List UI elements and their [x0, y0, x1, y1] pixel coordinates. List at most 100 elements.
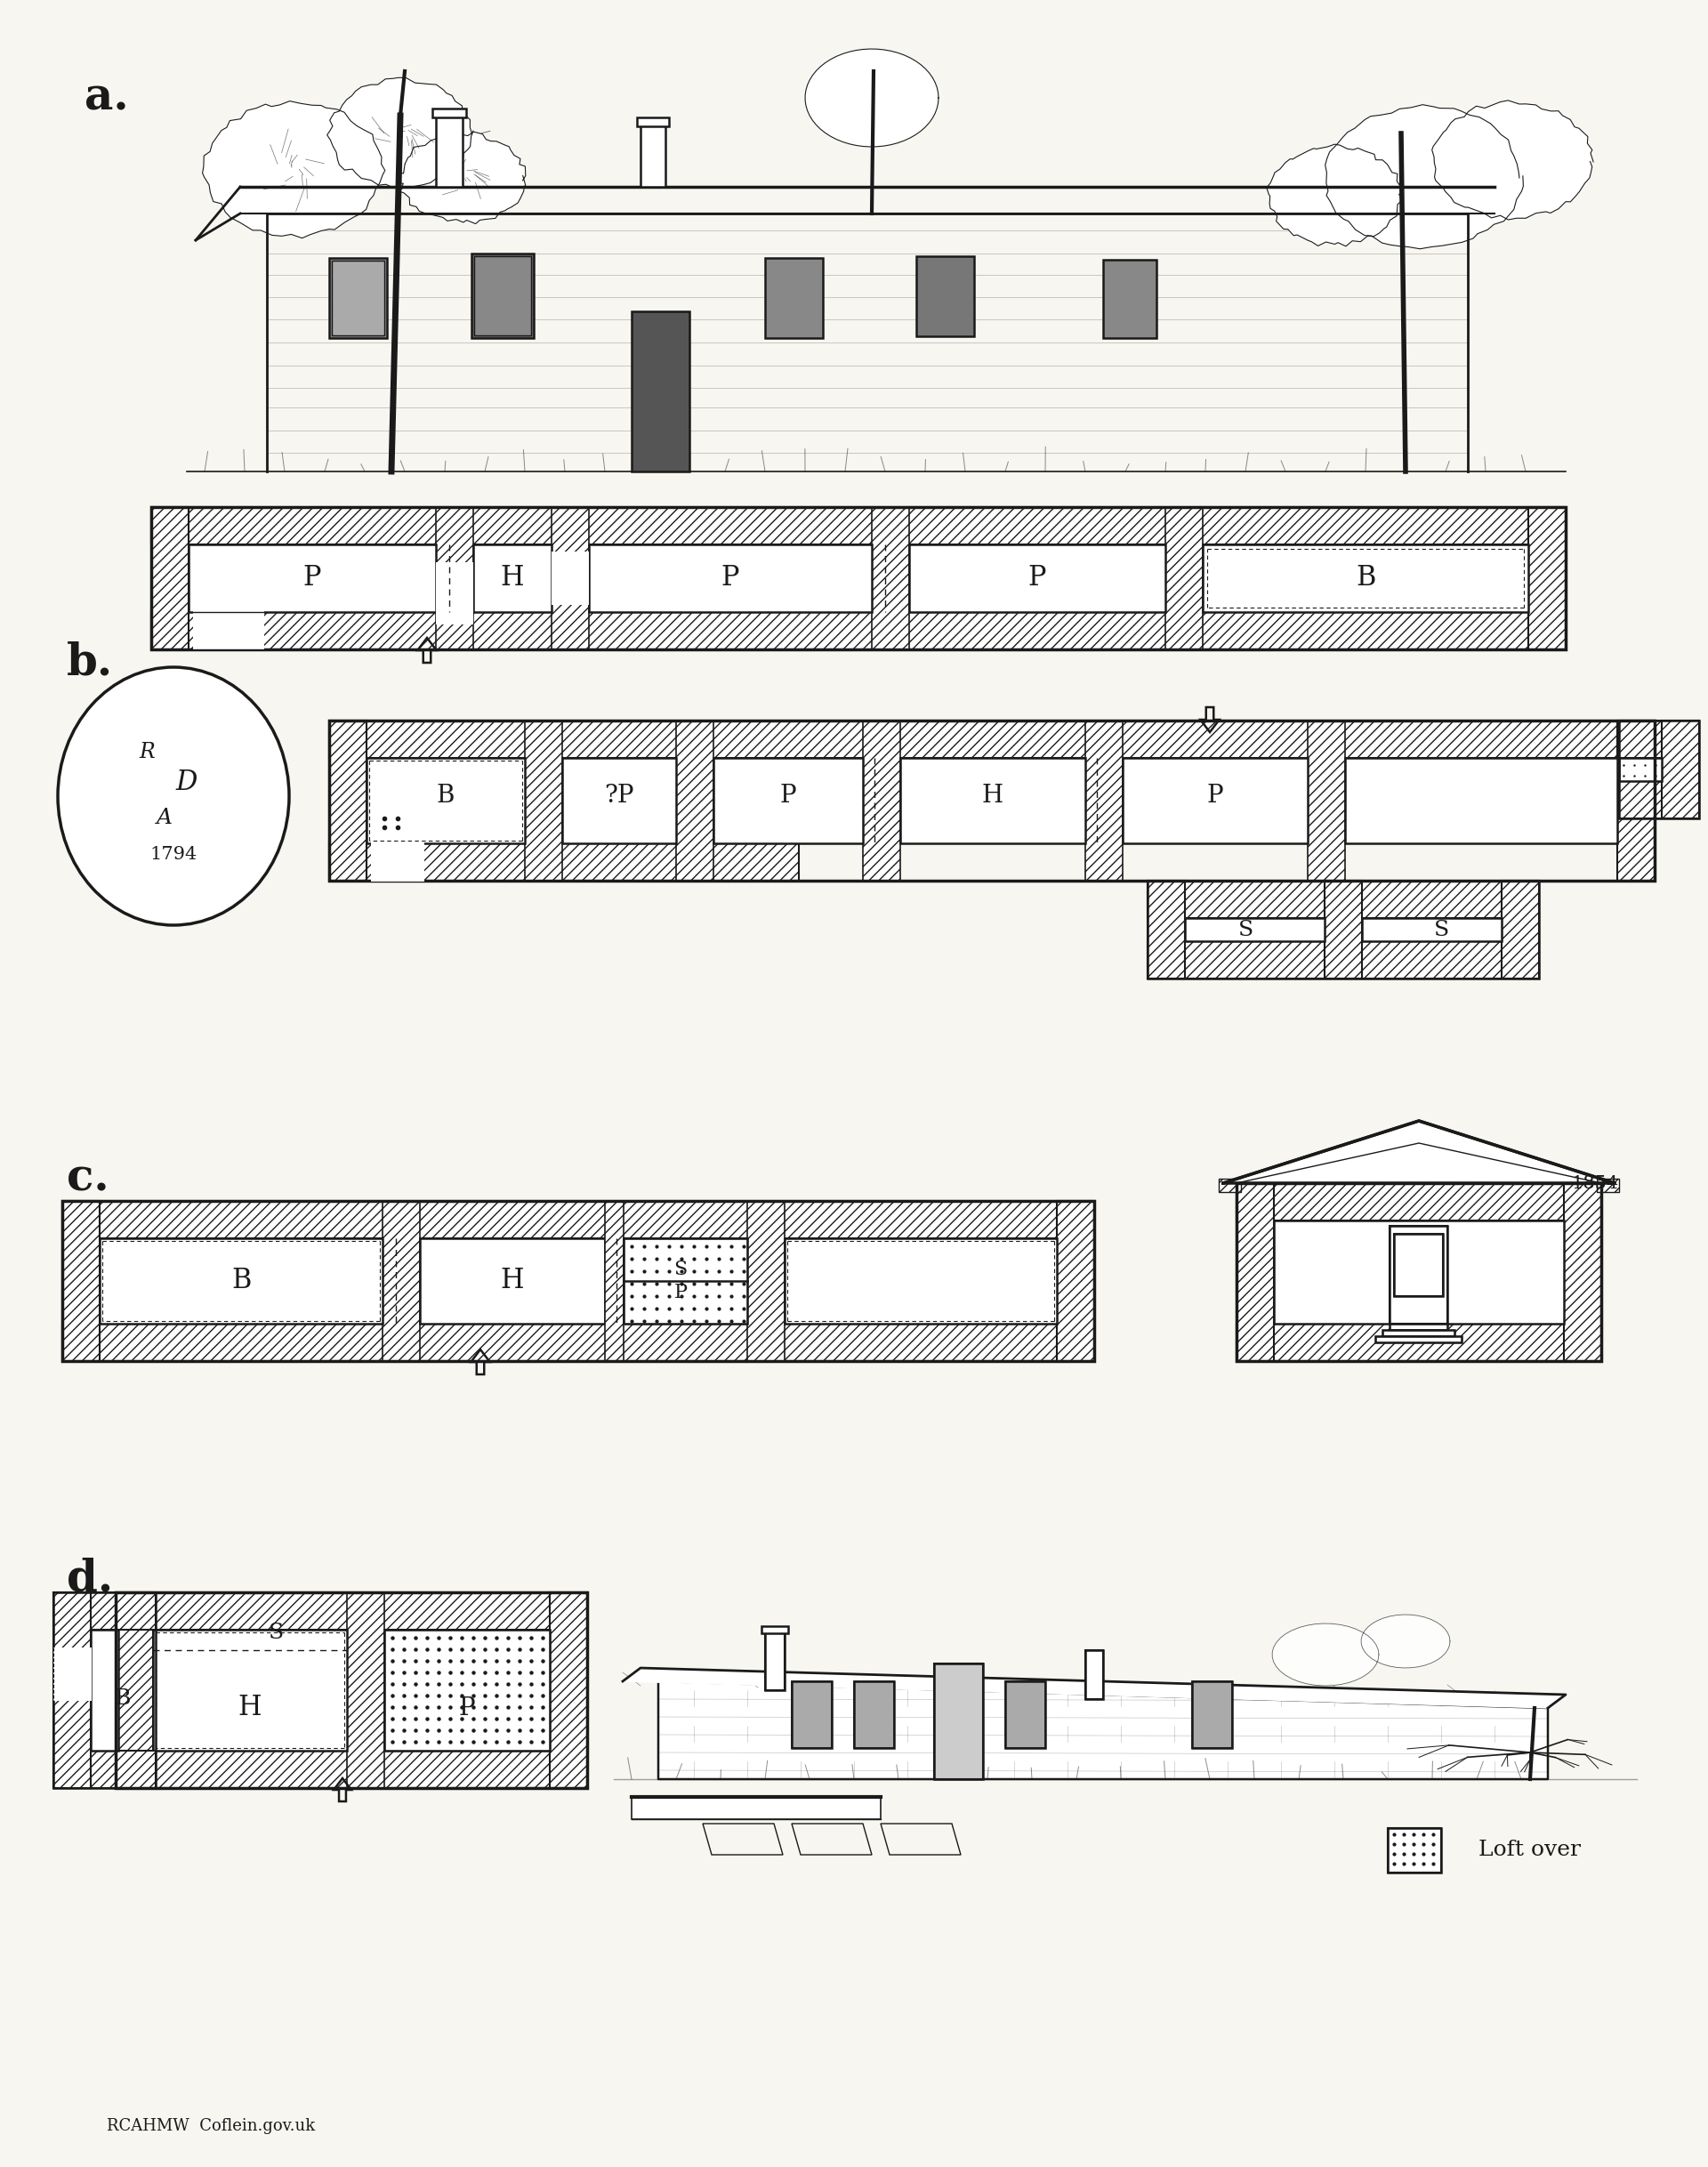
Bar [765, 1627, 784, 1690]
Bar [1237, 1324, 1602, 1361]
Bar [99, 1237, 383, 1324]
Bar [863, 722, 900, 880]
Text: A: A [157, 808, 173, 828]
Bar [623, 1237, 748, 1324]
Bar [1148, 880, 1539, 979]
Text: S: S [673, 1259, 687, 1279]
Bar [1148, 880, 1539, 919]
Bar [793, 1682, 832, 1749]
Bar [1390, 1227, 1447, 1324]
Text: RCAHMW  Coflein.gov.uk: RCAHMW Coflein.gov.uk [106, 2117, 316, 2134]
Bar [589, 544, 871, 611]
Text: b.: b. [67, 641, 113, 685]
Bar [915, 256, 974, 336]
Bar [748, 1201, 784, 1361]
Bar [53, 1751, 155, 1788]
Bar [784, 1237, 1057, 1324]
Bar [1375, 1337, 1462, 1341]
Bar [1237, 1183, 1602, 1361]
Bar [53, 1647, 92, 1701]
Text: H: H [500, 1268, 524, 1294]
Bar [53, 1593, 155, 1630]
Bar [1185, 919, 1325, 940]
Text: a.: a. [84, 76, 128, 119]
Bar [330, 722, 1655, 880]
Bar [436, 507, 473, 650]
Bar [562, 758, 676, 843]
Text: ?P: ?P [605, 784, 634, 808]
Bar [193, 611, 265, 650]
Bar [1619, 722, 1699, 819]
Bar [116, 1593, 588, 1788]
Bar [330, 722, 1655, 758]
Bar [1529, 507, 1566, 650]
Text: S: S [1238, 919, 1254, 940]
Bar [1006, 1682, 1045, 1749]
Bar [1103, 260, 1156, 338]
Bar [1619, 780, 1699, 819]
Bar [1085, 722, 1122, 880]
Text: S: S [1433, 919, 1448, 940]
Bar [1662, 722, 1699, 819]
Bar [152, 507, 188, 650]
Bar [384, 1630, 550, 1751]
Bar [330, 722, 367, 880]
Bar [1394, 1233, 1443, 1296]
Bar [1375, 1337, 1462, 1341]
Bar [371, 843, 424, 882]
Bar [793, 1682, 832, 1749]
Bar [1148, 940, 1539, 979]
Bar [1237, 1183, 1274, 1361]
Bar [900, 758, 1085, 843]
Bar [53, 1593, 91, 1788]
Polygon shape [658, 1682, 1547, 1779]
Polygon shape [1325, 104, 1524, 249]
Bar [420, 1237, 605, 1324]
Bar [1325, 880, 1361, 979]
Text: 1854: 1854 [1571, 1175, 1619, 1192]
Polygon shape [804, 50, 938, 147]
Bar [714, 758, 863, 843]
Bar [871, 507, 909, 650]
Bar [475, 256, 531, 336]
Bar [436, 115, 463, 186]
Text: R: R [138, 741, 155, 763]
Bar [854, 1682, 893, 1749]
Bar [116, 1751, 588, 1788]
Bar [765, 1627, 784, 1690]
Polygon shape [398, 132, 526, 223]
Bar [471, 254, 533, 338]
Bar [550, 1593, 588, 1788]
Bar [152, 611, 1566, 650]
Bar [1122, 758, 1308, 843]
Bar [1346, 758, 1617, 843]
Polygon shape [1272, 1623, 1378, 1686]
Bar [854, 1682, 893, 1749]
Bar [524, 722, 562, 880]
Bar [1387, 1829, 1442, 1872]
Bar [1308, 722, 1346, 880]
Polygon shape [203, 102, 384, 238]
Bar [116, 1593, 154, 1788]
Text: D: D [176, 769, 198, 797]
Bar [188, 544, 436, 611]
Bar [1220, 1179, 1242, 1192]
Bar [1274, 1220, 1565, 1324]
Bar [1006, 1682, 1045, 1749]
Text: Loft over: Loft over [1479, 1840, 1582, 1861]
Bar [1501, 880, 1539, 979]
Bar [347, 1593, 384, 1788]
Bar [623, 1237, 748, 1324]
Text: H: H [500, 563, 524, 592]
Text: c.: c. [67, 1157, 109, 1201]
Bar [1192, 1682, 1231, 1749]
Bar [1382, 1331, 1455, 1337]
Bar [605, 1201, 623, 1361]
Bar [552, 507, 589, 650]
Bar [53, 1593, 155, 1788]
Polygon shape [1431, 100, 1594, 219]
Bar [909, 544, 1165, 611]
Bar [632, 312, 690, 472]
Bar [1390, 1227, 1447, 1324]
Text: P: P [1208, 784, 1223, 808]
